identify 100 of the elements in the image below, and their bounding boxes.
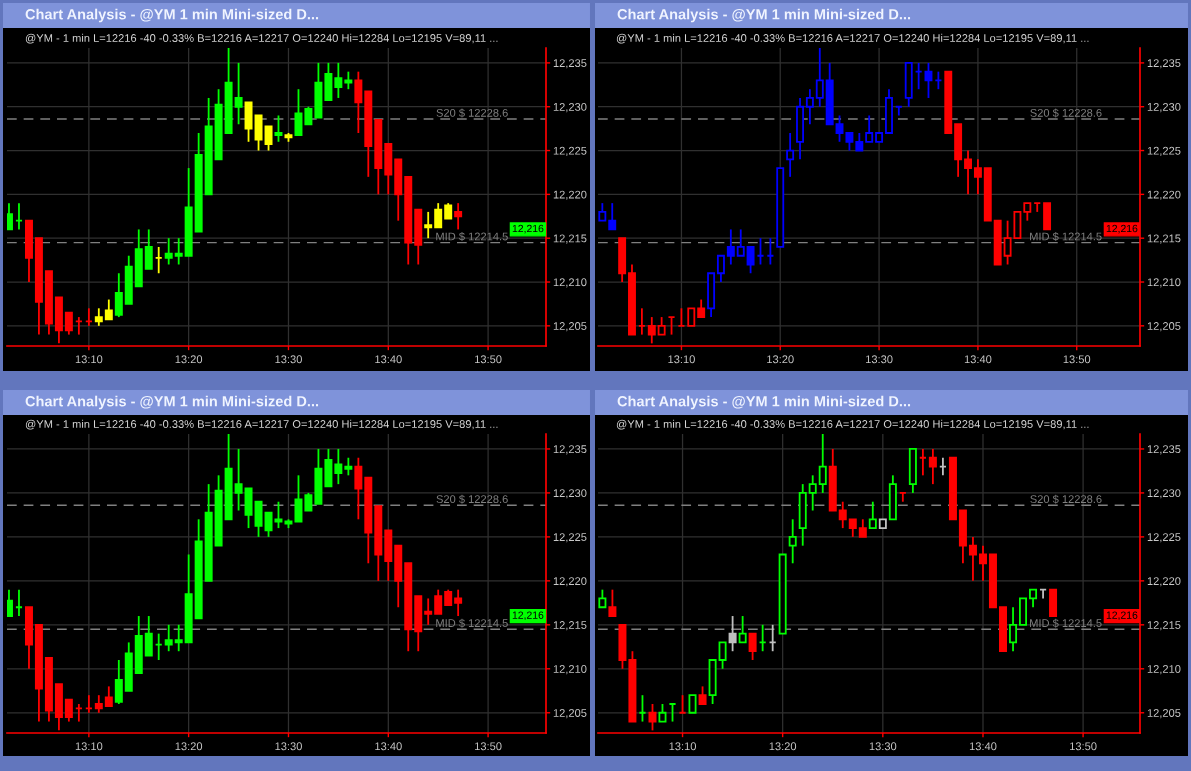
y-tick-label: 12,225 (1147, 533, 1181, 543)
annotation: 12,216 (1106, 224, 1138, 234)
ref-line-label: MID $ 12214.5 (1030, 232, 1102, 242)
x-tick-label: 13:30 (869, 742, 897, 751)
candlestick (294, 88, 303, 137)
candlestick (1009, 606, 1018, 653)
candlestick (748, 632, 757, 661)
x-tick-label: 13:50 (475, 742, 502, 751)
chart-title: Chart Analysis - @YM 1 min Mini-sized D... (617, 395, 911, 410)
candlestick (424, 210, 433, 240)
candlestick (174, 623, 183, 653)
ref-line-label: MID $ 12214.5 (1030, 618, 1102, 628)
y-tick-label: 12,235 (553, 445, 587, 455)
chart-subtitle: @YM - 1 min L=12216 -40 -0.33% B=12216 A=12217 O=12240 Hi=12284 Lo=12195 V=89,11 ... (616, 419, 1089, 430)
x-tick-label: 13:20 (769, 742, 797, 751)
y-tick-label: 12,225 (1147, 146, 1181, 156)
ref-line-label: S20 $ 12228.6 (436, 108, 508, 118)
y-tick-label: 12,205 (1147, 709, 1181, 719)
candlestick (354, 456, 363, 521)
candlestick (454, 588, 463, 617)
candlestick (835, 114, 844, 143)
y-tick-label: 12,220 (1147, 577, 1181, 587)
y-tick-label: 12,230 (1147, 489, 1181, 499)
candlestick (174, 237, 183, 266)
candlestick (274, 114, 283, 143)
x-tick-label: 13:20 (175, 742, 203, 751)
candlestick (104, 685, 113, 708)
candlestick (964, 149, 972, 196)
x-tick-label: 13:30 (866, 355, 893, 364)
candlestick (234, 61, 243, 126)
candlestick (928, 448, 937, 486)
y-tick-label: 12,205 (553, 709, 587, 719)
y-tick-label: 12,215 (553, 234, 587, 244)
y-tick-label: 12,235 (1147, 59, 1181, 69)
candlestick (144, 228, 153, 270)
y-tick-label: 12,210 (1147, 665, 1181, 675)
y-tick-label: 12,215 (553, 621, 587, 631)
candlestick (608, 202, 617, 231)
x-tick-label: 13:50 (1063, 355, 1091, 364)
candlestick (808, 474, 817, 512)
candlestick (114, 272, 123, 318)
annotation: 12,216 (1106, 611, 1138, 621)
candlestick (978, 544, 987, 582)
x-tick-label: 13:50 (475, 355, 502, 364)
x-tick-label: 13:30 (275, 355, 302, 364)
candlestick (726, 228, 735, 266)
candlestick (838, 500, 847, 530)
x-tick-label: 13:40 (969, 742, 997, 751)
ref-line-label: MID $ 12214.5 (436, 618, 508, 628)
candlestick (264, 125, 273, 152)
y-tick-label: 12,230 (1147, 102, 1181, 113)
candlestick (865, 114, 874, 143)
candlestick (64, 698, 73, 723)
candlestick (788, 518, 797, 565)
candlestick (786, 132, 795, 178)
annotation: 12,216 (512, 611, 544, 621)
y-tick-label: 12,205 (1147, 322, 1181, 332)
chart-title: Chart Analysis - @YM 1 min Mini-sized D... (25, 395, 319, 410)
y-tick-label: 12,215 (1147, 234, 1181, 244)
candlestick (973, 158, 982, 196)
candlestick (454, 202, 463, 231)
candlestick (334, 448, 343, 486)
x-tick-label: 13:10 (75, 355, 103, 364)
y-tick-label: 12,230 (553, 102, 587, 113)
y-tick-label: 12,225 (553, 146, 587, 156)
candlestick (434, 588, 443, 615)
candlestick (716, 254, 725, 283)
candlestick (805, 88, 814, 126)
x-tick-label: 13:40 (375, 355, 402, 364)
candlestick (738, 615, 747, 644)
candlestick (114, 659, 123, 705)
candlestick (968, 535, 977, 582)
candlestick (434, 202, 443, 229)
chart-subtitle: @YM - 1 min L=12216 -40 -0.33% B=12216 A=12217 O=12240 Hi=12284 Lo=12195 V=89,11 ... (25, 33, 498, 44)
x-tick-label: 13:10 (668, 355, 695, 364)
candlestick (164, 623, 173, 653)
chart-subtitle: @YM - 1 min L=12216 -40 -0.33% B=12216 A=12217 O=12240 Hi=12284 Lo=12195 V=89,11 ... (616, 33, 1089, 44)
candlestick (647, 316, 656, 345)
y-tick-label: 12,210 (1147, 278, 1181, 288)
candlestick (868, 500, 877, 530)
candlestick (424, 597, 433, 626)
candlestick (64, 311, 73, 336)
y-tick-label: 12,215 (1147, 621, 1181, 631)
candlestick (736, 228, 745, 257)
candlestick (718, 641, 727, 670)
chart-subtitle: @YM - 1 min L=12216 -40 -0.33% B=12216 A=12217 O=12240 Hi=12284 Lo=12195 V=89,11 ... (25, 419, 498, 430)
y-tick-label: 12,220 (553, 577, 587, 587)
candlestick (164, 237, 173, 266)
candlestick (728, 615, 737, 653)
x-tick-label: 13:10 (75, 742, 103, 751)
candlestick (354, 70, 363, 134)
candlestick (144, 615, 153, 657)
candlestick (294, 474, 303, 523)
candlestick (334, 61, 343, 99)
y-tick-label: 12,235 (1147, 445, 1181, 455)
chart-title: Chart Analysis - @YM 1 min Mini-sized D... (25, 8, 319, 23)
y-tick-label: 12,225 (553, 533, 587, 543)
annotation: 12,216 (512, 224, 544, 234)
ref-line-label: S20 $ 12228.6 (1030, 494, 1102, 504)
y-tick-label: 12,210 (553, 665, 587, 675)
